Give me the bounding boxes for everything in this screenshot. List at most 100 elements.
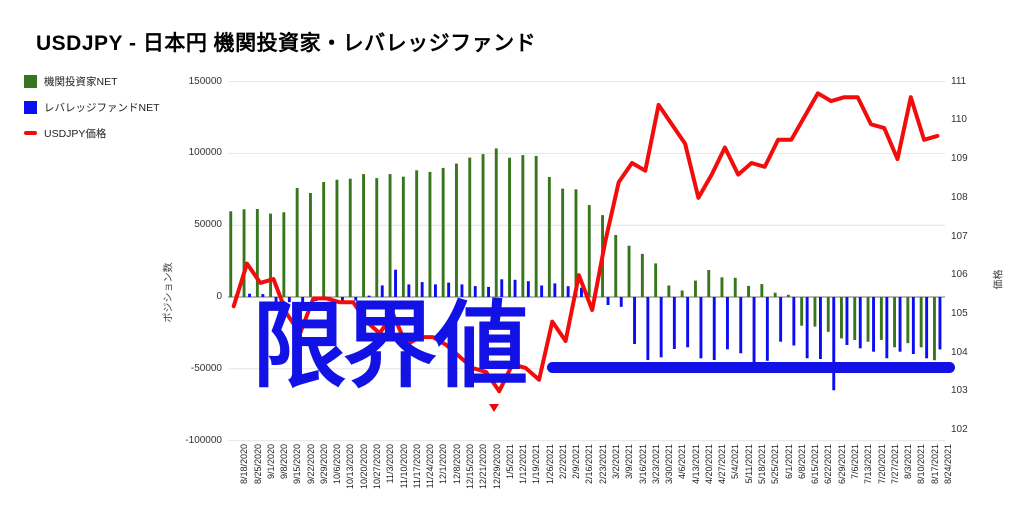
institutional-bar: [388, 174, 392, 297]
leveraged-bar: [726, 297, 729, 350]
x-axis-date-label: 7/6/2021: [849, 444, 860, 480]
chart-title: USDJPY - 日本円 機関投資家・レバレッジファンド: [36, 32, 537, 55]
institutional-bar: [800, 297, 804, 326]
leveraged-bar: [898, 297, 902, 352]
institutional-bar: [295, 188, 299, 297]
institutional-bar: [919, 297, 923, 348]
x-axis-date-label: 5/18/2021: [757, 444, 767, 485]
leveraged-bar: [553, 283, 557, 297]
leveraged-bar: [805, 297, 809, 359]
legend-label: 機関投資家NET: [44, 75, 118, 88]
leveraged-bar: [633, 297, 636, 344]
institutional-bar: [866, 297, 870, 342]
legend-item-leveraged: レバレッジファンドNET: [24, 94, 160, 120]
legend-label: USDJPY価格: [44, 127, 107, 140]
leveraged-bar: [526, 281, 530, 297]
left-axis-tick-label: 0: [216, 291, 222, 302]
right-axis-tick-label: 108: [951, 191, 968, 203]
green-square-swatch-icon: [24, 74, 37, 88]
x-axis-date-label: 8/25/2020: [252, 444, 263, 485]
leveraged-bar: [274, 297, 278, 303]
leveraged-bar: [248, 293, 251, 297]
x-axis-date-label: 2/9/2021: [571, 444, 582, 480]
institutional-bar: [455, 163, 458, 297]
x-axis-date-label: 2/23/2021: [597, 444, 608, 485]
x-axis-date-label: 8/24/2021: [942, 444, 953, 485]
institutional-bar: [627, 245, 631, 297]
institutional-bar: [786, 294, 790, 297]
x-axis-date-label: 11/10/2020: [398, 444, 409, 489]
institutional-bar: [640, 253, 644, 297]
left-axis-tick-label: -50000: [190, 362, 222, 374]
institutional-bar: [441, 167, 445, 297]
leveraged-bar: [606, 297, 610, 305]
x-axis-date-label: 8/17/2021: [929, 444, 940, 485]
institutional-bar: [309, 193, 312, 297]
institutional-bar: [335, 179, 339, 297]
institutional-bar: [933, 297, 936, 361]
x-axis-date-label: 6/29/2021: [836, 444, 847, 485]
legend-item-institutional: 機関投資家NET: [24, 68, 160, 94]
leveraged-bar: [659, 297, 663, 358]
leveraged-bar: [367, 295, 371, 297]
price-line: [231, 91, 940, 394]
institutional-bar: [415, 170, 419, 297]
institutional-bar: [574, 189, 578, 297]
institutional-bar: [547, 177, 551, 297]
x-axis-date-label: 9/15/2020: [292, 444, 303, 485]
institutional-bar: [428, 171, 432, 297]
leveraged-bar: [765, 297, 769, 361]
institutional-bar: [255, 209, 259, 297]
institutional-bar: [680, 290, 684, 297]
left-axis-tick-label: 150000: [188, 75, 222, 87]
leveraged-bar: [779, 297, 783, 342]
x-axis-date-label: 3/2/2021: [611, 444, 621, 480]
x-axis-date-label: 12/21/2020: [478, 444, 489, 490]
x-axis-date-label: 3/16/2021: [637, 444, 648, 485]
x-axis-date-label: 6/8/2021: [796, 444, 807, 480]
red-dash-swatch-icon: [24, 131, 37, 135]
right-axis-tick-label: 106: [951, 269, 968, 281]
leveraged-bar: [699, 297, 703, 359]
watermark-underline: [547, 362, 955, 373]
institutional-bar: [229, 211, 233, 297]
x-axis-date-label: 6/22/2021: [823, 444, 834, 485]
leveraged-bar: [261, 294, 265, 297]
right-axis-tick-label: 110: [951, 114, 967, 126]
institutional-bar: [747, 285, 750, 297]
x-axis-date-label: 1/26/2021: [544, 444, 555, 485]
leveraged-bar: [832, 297, 836, 391]
x-axis-date-label: 7/27/2021: [889, 444, 900, 485]
institutional-bar: [494, 148, 498, 297]
institutional-bar: [694, 280, 697, 297]
institutional-bar: [654, 263, 658, 297]
institutional-bar: [401, 176, 405, 297]
leveraged-bar: [619, 297, 623, 307]
leveraged-bar: [911, 297, 915, 354]
leveraged-bar: [686, 297, 690, 348]
right-axis-tick-label: 111: [951, 75, 967, 87]
x-axis-date-label: 5/4/2021: [730, 444, 741, 480]
x-axis-date-label: 11/17/2020: [411, 444, 422, 489]
left-axis-tick-label: 50000: [194, 219, 222, 231]
institutional-bar: [879, 297, 883, 340]
institutional-bar: [733, 277, 737, 297]
institutional-bar: [853, 297, 857, 341]
x-axis-date-label: 12/15/2020: [464, 444, 475, 490]
x-axis-date-label: 4/6/2021: [677, 444, 688, 480]
institutional-bar: [906, 297, 910, 344]
x-axis-date-label: 9/22/2020: [305, 444, 316, 485]
leveraged-bar: [739, 297, 743, 354]
x-axis-date-label: 8/10/2021: [916, 444, 927, 485]
x-axis-date-label: 10/13/2020: [345, 444, 356, 490]
x-axis-date-label: 4/20/2021: [703, 444, 714, 485]
x-axis-date-label: 11/24/2020: [425, 444, 436, 489]
leveraged-bar: [420, 282, 424, 297]
x-axis-date-label: 3/9/2021: [624, 444, 635, 480]
leveraged-bar: [460, 284, 464, 297]
x-axis-date-label: 11/3/2020: [385, 444, 396, 484]
x-axis-date-label: 7/20/2021: [876, 444, 887, 485]
x-axis-date-label: 9/29/2020: [318, 444, 329, 485]
institutional-bar: [614, 235, 618, 297]
